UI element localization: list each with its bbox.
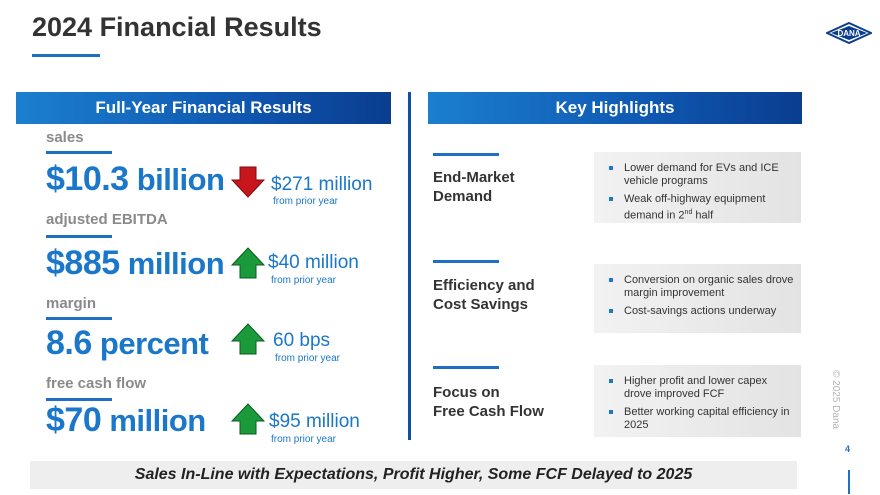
ebitda-change: $40 million — [268, 252, 359, 273]
key-highlights-header: Key Highlights — [428, 92, 802, 124]
highlight-box-fcf: Higher profit and lower capex drove impr… — [594, 365, 801, 437]
sales-change: $271 million — [271, 174, 373, 195]
ebitda-label: adjusted EBITDA — [46, 211, 168, 228]
topic-line: Focus on — [433, 384, 500, 401]
up-arrow-icon — [231, 323, 265, 355]
financial-results-header: Full-Year Financial Results — [16, 92, 391, 124]
topic-efficiency-cost-savings: Efficiency and Cost Savings — [433, 276, 535, 314]
margin-rule — [46, 317, 112, 320]
up-arrow-icon — [231, 247, 265, 279]
sales-value-number: $10.3 — [46, 160, 129, 198]
margin-value-unit: percent — [99, 326, 209, 361]
fcf-rule — [46, 398, 112, 401]
down-arrow-icon — [231, 166, 265, 198]
column-divider — [408, 92, 411, 440]
ebitda-value-unit: million — [127, 246, 225, 281]
topic-line: Demand — [433, 188, 493, 205]
page-number: 4 — [845, 444, 851, 454]
margin-label: margin — [46, 295, 97, 312]
up-arrow-icon — [231, 403, 265, 435]
margin-value: 8.6 percent — [46, 324, 209, 363]
highlight-bullet: Weak off-highway equipment demand in 2nd… — [609, 193, 795, 223]
margin-value-number: 8.6 — [46, 324, 92, 362]
dana-logo: DANA — [826, 22, 872, 44]
topic-rule — [433, 366, 499, 369]
topic-focus-free-cash-flow: Focus on Free Cash Flow — [433, 383, 544, 421]
topic-line: Free Cash Flow — [433, 403, 544, 420]
topic-rule — [433, 260, 499, 263]
copyright-notice: © 2025 Dana — [830, 370, 841, 430]
topic-line: Cost Savings — [433, 296, 529, 313]
topic-line: Efficiency and — [433, 277, 535, 294]
margin-change-note: from prior year — [275, 353, 341, 364]
fcf-change-note: from prior year — [271, 434, 337, 445]
fcf-change: $95 million — [269, 411, 360, 432]
highlight-bullet: Better working capital efficiency in 202… — [609, 406, 795, 432]
topic-rule — [433, 153, 499, 156]
ebitda-value: $885 million — [46, 244, 225, 283]
fcf-label: free cash flow — [46, 375, 147, 392]
fcf-value-unit: million — [109, 403, 206, 438]
summary-banner: Sales In-Line with Expectations, Profit … — [30, 461, 797, 489]
highlight-bullet: Cost-savings actions underway — [609, 305, 795, 318]
ebitda-value-number: $885 — [46, 244, 120, 282]
logo-text: DANA — [837, 29, 860, 38]
page-number-bar — [848, 470, 850, 494]
sales-value-unit: billion — [136, 162, 225, 197]
bullet-text: Weak off-highway equipment demand in 2 — [624, 193, 766, 222]
bullet-text-end: half — [695, 209, 714, 222]
sales-label: sales — [46, 129, 84, 146]
highlight-bullet: Lower demand for EVs and ICE vehicle pro… — [609, 162, 795, 188]
sales-value: $10.3 billion — [46, 160, 225, 199]
highlight-box-end-market: Lower demand for EVs and ICE vehicle pro… — [594, 152, 801, 223]
margin-change: 60 bps — [273, 330, 331, 351]
topic-end-market-demand: End-Market Demand — [433, 168, 515, 206]
page-title: 2024 Financial Results — [32, 12, 322, 42]
title-underline — [32, 54, 100, 57]
fcf-value-number: $70 — [46, 401, 102, 439]
highlight-bullet: Higher profit and lower capex drove impr… — [609, 375, 795, 401]
ordinal-suffix: nd — [684, 209, 693, 216]
ebitda-change-note: from prior year — [271, 275, 337, 286]
highlight-bullet: Conversion on organic sales drove margin… — [609, 274, 794, 299]
topic-line: End-Market — [433, 169, 515, 186]
fcf-value: $70 million — [46, 401, 206, 440]
highlight-box-efficiency: Conversion on organic sales drove margin… — [594, 264, 801, 333]
ebitda-rule — [46, 235, 112, 238]
sales-rule — [46, 151, 112, 154]
sales-change-note: from prior year — [273, 196, 339, 207]
